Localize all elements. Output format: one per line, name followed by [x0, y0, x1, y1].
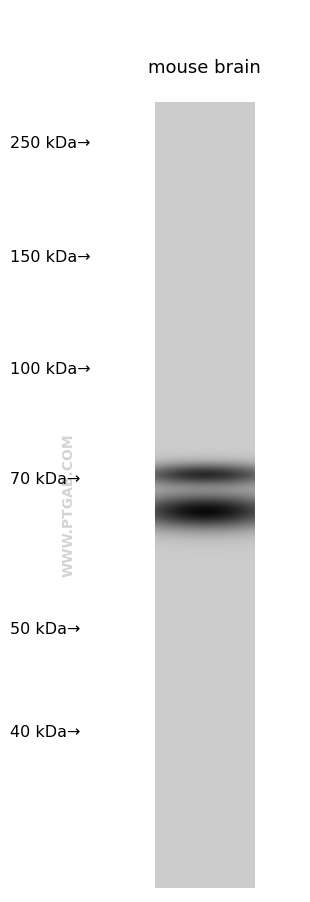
Text: WWW.PTGAB.COM: WWW.PTGAB.COM [61, 433, 75, 577]
Text: mouse brain: mouse brain [148, 59, 261, 77]
Text: 70 kDa→: 70 kDa→ [10, 472, 80, 487]
Text: 50 kDa→: 50 kDa→ [10, 621, 80, 637]
Text: 250 kDa→: 250 kDa→ [10, 135, 91, 151]
Bar [155, 104, 254, 888]
Text: 150 kDa→: 150 kDa→ [10, 250, 91, 265]
Text: 100 kDa→: 100 kDa→ [10, 362, 91, 377]
Text: 40 kDa→: 40 kDa→ [10, 724, 80, 740]
